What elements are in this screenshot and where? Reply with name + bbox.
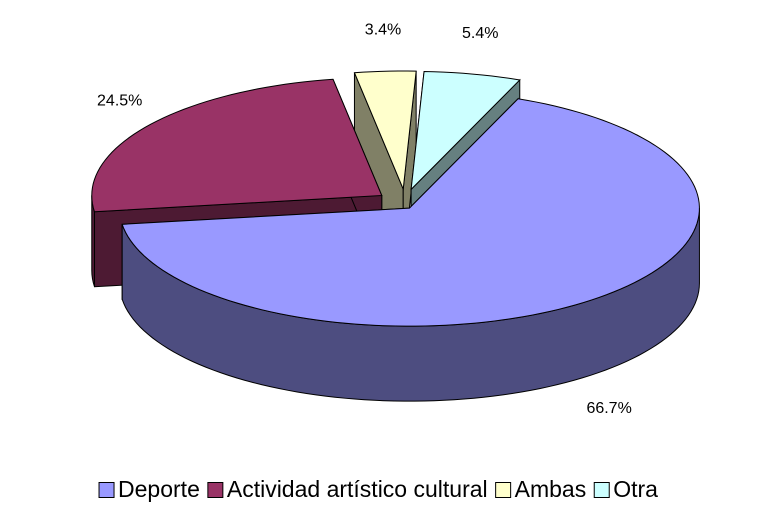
legend-label: Actividad artístico cultural — [227, 476, 488, 502]
slice-top — [91, 78, 383, 213]
legend-swatch — [593, 482, 610, 498]
slice-top — [353, 70, 417, 192]
legend: Deporte Actividad artístico cultural Ambas… — [98, 476, 658, 502]
legend-swatch — [207, 482, 224, 498]
legend-label: Ambas — [515, 476, 587, 502]
slice-top — [410, 70, 521, 191]
legend-label: Otra — [613, 476, 658, 502]
legend-label: Deporte — [118, 476, 200, 502]
data-label: 5.4% — [462, 25, 498, 42]
slice — [121, 97, 700, 402]
legend-swatch — [98, 482, 115, 498]
data-label: 24.5% — [97, 93, 142, 110]
data-label: 66.7% — [586, 400, 631, 417]
legend-swatch — [495, 482, 512, 498]
slice-top — [121, 98, 700, 327]
data-label: 3.4% — [365, 21, 401, 38]
